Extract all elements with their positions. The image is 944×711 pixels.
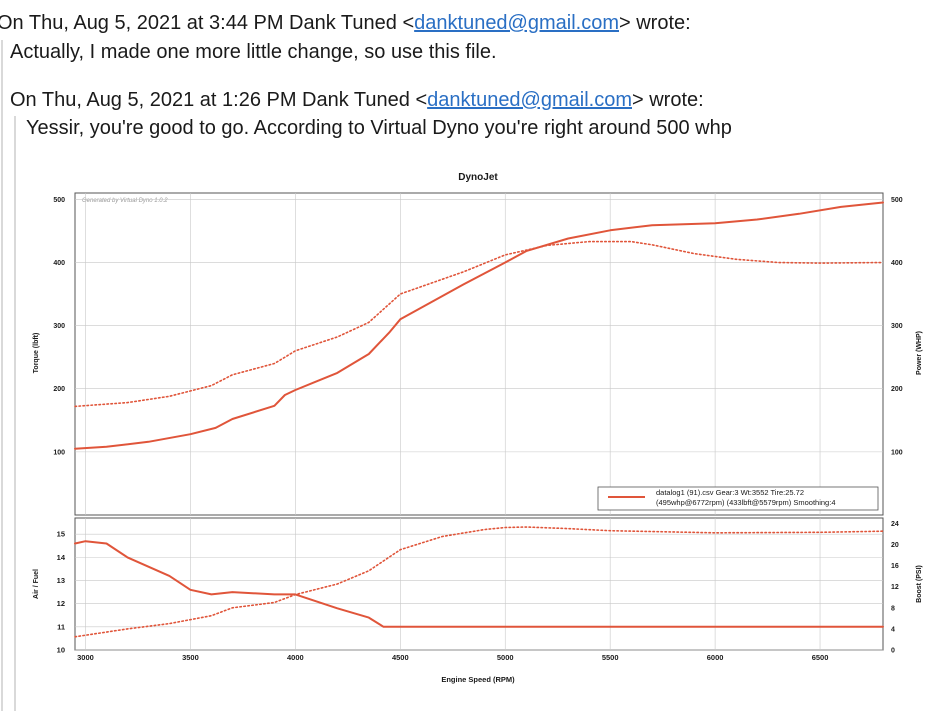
afr-tick-label: 13	[57, 576, 65, 585]
x-tick-label: 6000	[707, 653, 724, 662]
power-curve-dotted	[74, 240, 884, 408]
email-link-2[interactable]: danktuned@gmail.com	[427, 89, 632, 111]
email-body-2: Yessir, you're good to go. According to …	[26, 117, 732, 139]
boost-tick-label: 20	[891, 542, 899, 549]
boost-tick-label: 12	[891, 584, 899, 591]
boost-tick-label: 8	[891, 605, 895, 612]
power-tick-label: 200	[891, 386, 903, 393]
power-tick-label: 400	[891, 260, 903, 267]
power-tick-label: 500	[891, 197, 903, 204]
torque-axis-label: Torque (lbft)	[33, 333, 40, 374]
torque-tick-label: 500	[53, 197, 65, 204]
x-tick-label: 5000	[497, 653, 514, 662]
email-header-1-suffix: > wrote:	[619, 12, 691, 34]
chart-watermark: Generated by Virtual Dyno 1.0.2	[82, 198, 168, 204]
x-tick-label: 4000	[287, 653, 304, 662]
x-tick-label: 3000	[77, 653, 94, 662]
rpm-axis-label: Engine Speed (RPM)	[441, 675, 515, 684]
rpm-ticks: 3000 3500 4000 4500 5000 5500 6000 6500	[77, 653, 828, 662]
afr-axis-label: Air / Fuel	[33, 569, 40, 599]
afr-tick-label: 11	[57, 622, 65, 631]
chart-title: DynoJet	[458, 172, 498, 183]
power-axis-label: Power (WHP)	[916, 331, 923, 375]
torque-curve-solid	[74, 201, 884, 450]
email-header-2-suffix: > wrote:	[632, 89, 704, 111]
power-tick-label: 100	[891, 449, 903, 456]
afr-tick-label: 12	[57, 599, 65, 608]
email-link-1[interactable]: danktuned@gmail.com	[414, 12, 619, 34]
x-tick-label: 5500	[602, 653, 619, 662]
email-body-1: Actually, I made one more little change,…	[10, 41, 497, 63]
email-header-2-prefix: On Thu, Aug 5, 2021 at 1:26 PM Dank Tune…	[10, 89, 428, 111]
quote-bar-outer	[1, 40, 3, 711]
chart-background	[20, 160, 930, 690]
power-tick-label: 300	[891, 323, 903, 330]
x-tick-label: 3500	[182, 653, 199, 662]
chart-legend: datalog1 (91).csv Gear:3 Wt:3552 Tire:25…	[597, 486, 879, 511]
afr-ticks: 10 11 12 13 14 15 0 4 8 12 16 20 24	[57, 521, 899, 655]
email-header-1-prefix: On Thu, Aug 5, 2021 at 3:44 PM Dank Tune…	[0, 12, 415, 34]
torque-power-lines	[74, 201, 884, 450]
torque-tick-label: 100	[53, 449, 65, 456]
x-tick-label: 6500	[812, 653, 829, 662]
afr-tick-label: 10	[57, 646, 65, 655]
afr-boost-lines	[74, 526, 884, 638]
torque-plot-frame	[74, 192, 884, 516]
torque-ticks: 100 100 200 200 300 300 400 400 500 500	[53, 197, 902, 457]
afr-tick-label: 15	[57, 530, 65, 539]
boost-tick-label: 0	[891, 648, 895, 655]
afr-curve-solid	[74, 540, 884, 628]
legend-line-1: datalog1 (91).csv Gear:3 Wt:3552 Tire:25…	[656, 488, 804, 497]
boost-curve-dotted	[74, 526, 884, 638]
legend-line-2: (495whp@6772rpm) (433lbft@5579rpm) Smoot…	[656, 498, 836, 507]
email-header-2: On Thu, Aug 5, 2021 at 1:26 PM Dank Tune…	[10, 89, 704, 112]
boost-axis-label: Boost (PSI)	[916, 565, 923, 603]
x-tick-label: 4500	[392, 653, 409, 662]
torque-tick-label: 200	[53, 386, 65, 393]
afr-tick-label: 14	[57, 553, 66, 562]
boost-tick-label: 16	[891, 563, 899, 570]
dyno-chart-image: DynoJet Generated by Virtual Dyno 1.0.2 …	[20, 160, 930, 690]
quote-bar-inner	[14, 116, 16, 711]
torque-tick-label: 400	[53, 260, 65, 267]
boost-tick-label: 24	[891, 521, 899, 528]
torque-grid	[75, 193, 883, 515]
email-header-1: On Thu, Aug 5, 2021 at 3:44 PM Dank Tune…	[0, 12, 691, 35]
torque-tick-label: 300	[53, 323, 65, 330]
boost-tick-label: 4	[891, 626, 895, 633]
legend-box	[597, 486, 879, 511]
